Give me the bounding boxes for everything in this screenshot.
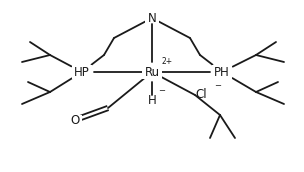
Text: N: N [148, 12, 156, 24]
FancyBboxPatch shape [212, 65, 232, 79]
FancyBboxPatch shape [72, 65, 92, 79]
Text: −: − [158, 86, 165, 95]
Text: 2+: 2+ [162, 57, 173, 66]
FancyBboxPatch shape [68, 115, 82, 125]
FancyBboxPatch shape [145, 13, 159, 23]
Text: HP: HP [74, 66, 90, 78]
Text: −: − [214, 81, 221, 90]
Text: H: H [148, 94, 156, 106]
FancyBboxPatch shape [142, 65, 162, 79]
Text: Cl: Cl [195, 89, 207, 101]
Text: O: O [70, 114, 80, 126]
Text: Ru: Ru [144, 66, 160, 78]
FancyBboxPatch shape [146, 96, 158, 104]
Text: PH: PH [214, 66, 230, 78]
